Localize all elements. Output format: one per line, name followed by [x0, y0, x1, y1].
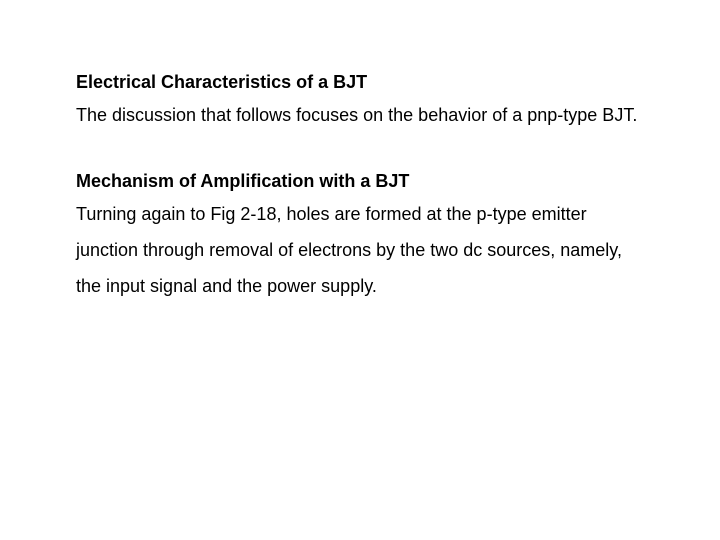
section-1: Electrical Characteristics of a BJT The …	[76, 72, 644, 133]
section-2-heading: Mechanism of Amplification with a BJT	[76, 171, 644, 192]
section-1-body: The discussion that follows focuses on t…	[76, 97, 644, 133]
section-2-body: Turning again to Fig 2-18, holes are for…	[76, 196, 644, 304]
section-2: Mechanism of Amplification with a BJT Tu…	[76, 171, 644, 304]
section-1-heading: Electrical Characteristics of a BJT	[76, 72, 644, 93]
